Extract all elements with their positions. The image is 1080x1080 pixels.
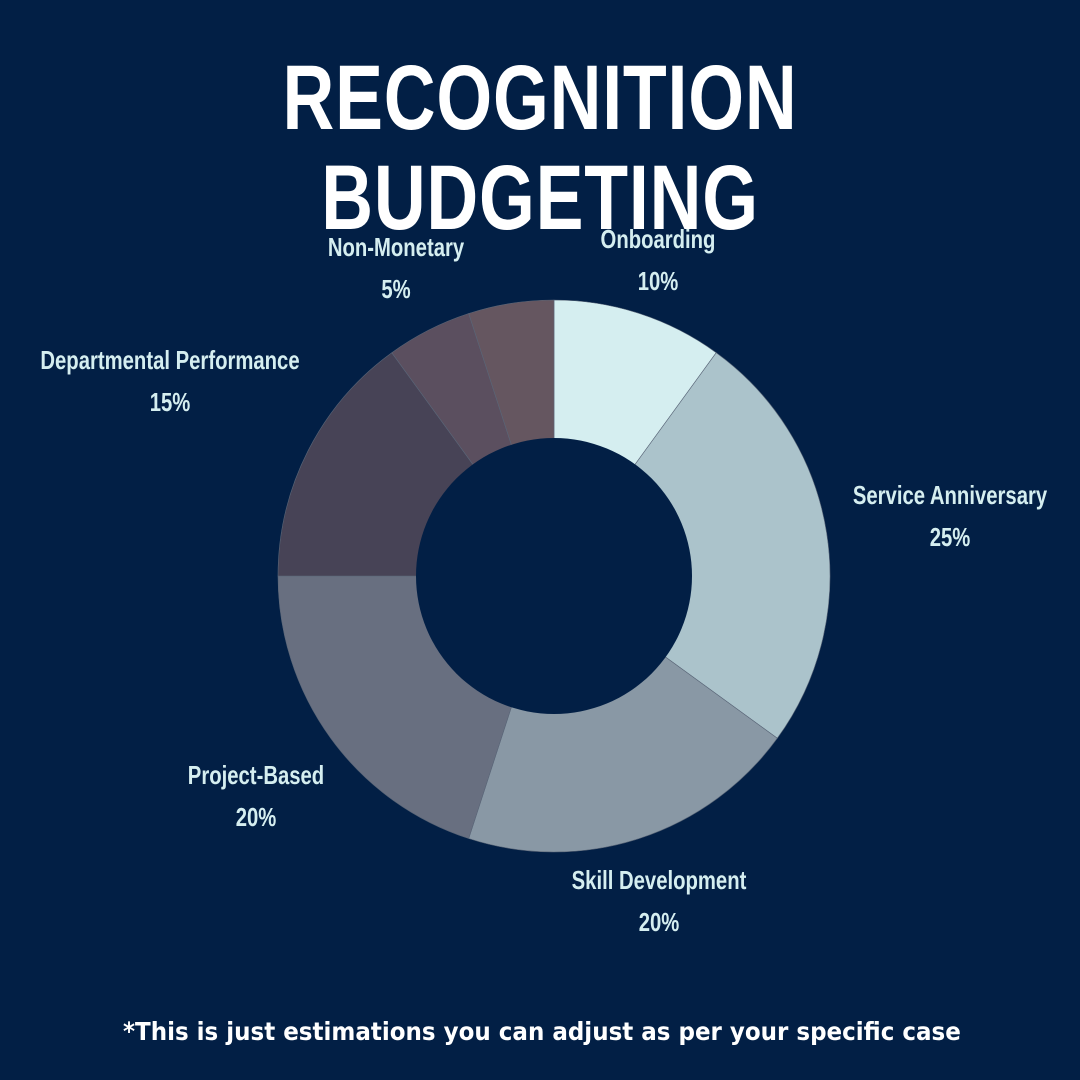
footnote: *This is just estimations you can adjust… [123, 1017, 961, 1046]
label-non-monetary: Non-Monetary 5% [328, 226, 464, 310]
label-onboarding: Onboarding 10% [601, 218, 716, 302]
label-name: Skill Development [571, 865, 747, 895]
label-service-anniversary: Service Anniversary 25% [853, 474, 1047, 558]
donut-hole [416, 438, 692, 714]
label-departmental-performance: Departmental Performance 15% [40, 339, 299, 423]
label-name: Non-Monetary [327, 232, 465, 262]
label-value: 15% [149, 387, 191, 417]
label-value: 20% [235, 802, 277, 832]
label-project-based: Project-Based 20% [188, 754, 324, 838]
label-value: 5% [381, 274, 411, 304]
label-name: Service Anniversary [852, 480, 1048, 510]
label-value: 10% [637, 266, 679, 296]
chart-title: RECOGNITION BUDGETING [282, 47, 798, 249]
label-name: Project-Based [187, 760, 325, 790]
label-value: 20% [638, 907, 680, 937]
label-name: Onboarding [600, 224, 716, 254]
donut-slice-service-anniversary [553, 352, 831, 739]
label-name: Departmental Performance [40, 345, 300, 375]
label-skill-development: Skill Development 20% [572, 859, 747, 943]
label-value: 25% [929, 522, 971, 552]
